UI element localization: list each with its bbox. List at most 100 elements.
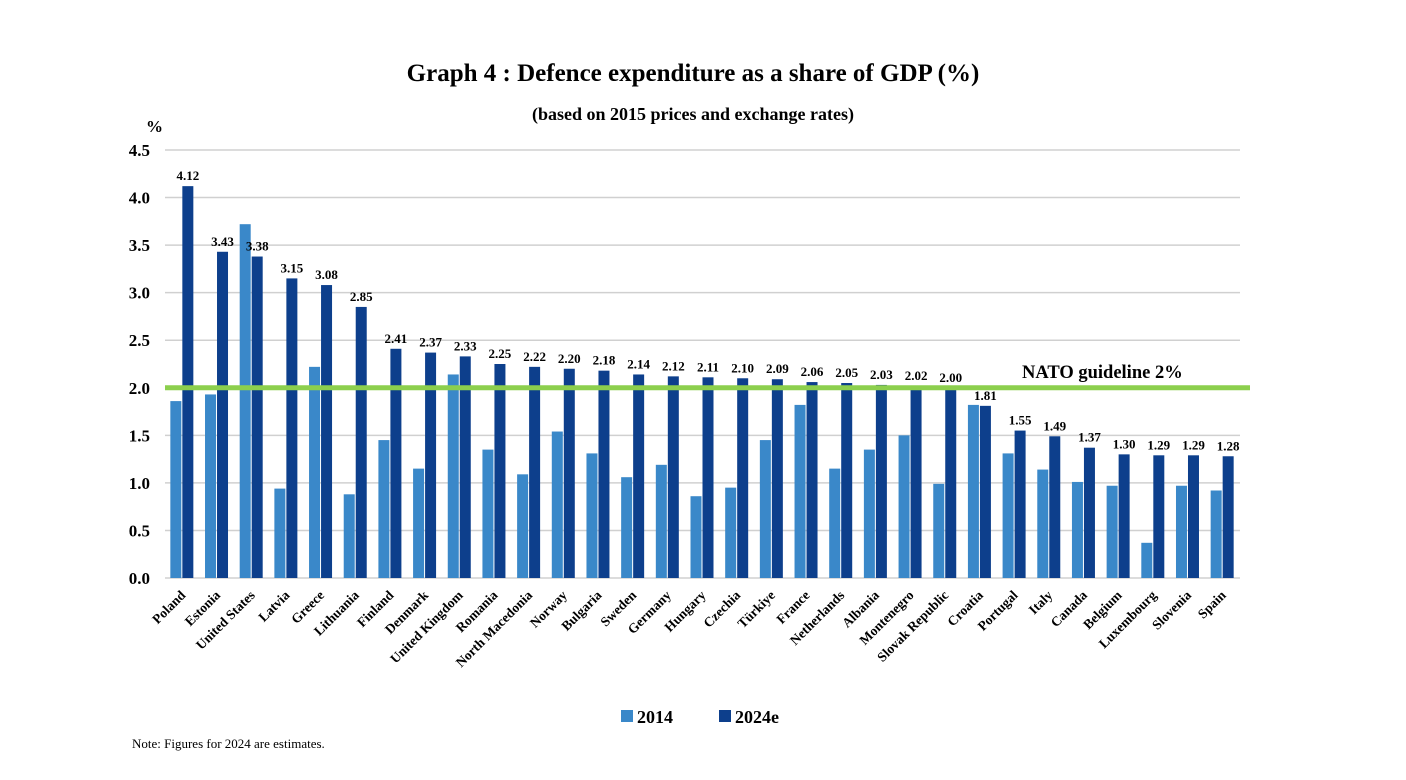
data-label: 1.55	[1009, 413, 1032, 428]
data-label: 1.49	[1043, 418, 1066, 433]
x-tick-label: Latvia	[255, 587, 292, 624]
data-label: 2.33	[454, 338, 477, 353]
bar-2014	[274, 488, 286, 578]
x-tick-label: Spain	[1195, 587, 1229, 621]
data-label: 1.29	[1147, 437, 1170, 452]
bar-2024e	[771, 379, 783, 578]
bar-2014	[205, 394, 217, 578]
bar-2014	[1210, 490, 1222, 578]
bar-2024e	[217, 251, 229, 578]
data-label: 2.06	[801, 364, 824, 379]
x-tick-label: Slovenia	[1149, 587, 1194, 632]
bar-2024e	[1049, 436, 1061, 578]
y-tick-label: 0.5	[129, 521, 150, 540]
bar-2024e	[182, 186, 194, 579]
bar-2024e	[286, 278, 298, 578]
bar-2014	[378, 440, 390, 578]
data-label: 2.14	[627, 356, 650, 371]
bar-2024e	[390, 348, 402, 578]
bar-2024e	[355, 306, 367, 578]
bar-2024e	[494, 364, 506, 578]
bar-2024e	[633, 374, 645, 578]
data-label: 2.10	[731, 360, 754, 375]
chart-title: Graph 4 : Defence expenditure as a share…	[406, 60, 980, 87]
data-label: 2.41	[385, 331, 408, 346]
data-label: 2.37	[419, 335, 442, 350]
bar-2014	[309, 366, 321, 578]
y-tick-label: 2.5	[129, 331, 150, 350]
bar-2024e	[251, 256, 263, 578]
bar-2024e	[598, 370, 610, 578]
bar-2014	[413, 468, 425, 578]
data-label: 1.81	[974, 388, 997, 403]
data-label: 2.05	[835, 365, 858, 380]
bar-2014	[551, 431, 563, 578]
data-label: 2.02	[905, 368, 928, 383]
y-tick-label: 4.0	[129, 189, 150, 208]
bar-2014	[170, 401, 182, 578]
data-label: 2.18	[593, 353, 616, 368]
bar-2014	[863, 449, 875, 578]
bar-2024e	[1153, 455, 1165, 578]
bar-2024e	[945, 387, 957, 578]
bar-2024e	[702, 377, 714, 578]
data-label: 2.00	[939, 370, 962, 385]
bar-2014	[343, 494, 355, 578]
bar-2024e	[737, 378, 749, 578]
data-label: 1.30	[1113, 436, 1136, 451]
bar-2014	[1002, 453, 1014, 578]
bar-2014	[898, 435, 910, 578]
bar-2024e	[1014, 430, 1026, 578]
bar-2014	[655, 464, 667, 578]
legend-swatch-2014	[621, 710, 633, 722]
data-label: 2.22	[523, 349, 546, 364]
data-label: 2.03	[870, 367, 893, 382]
bar-2014	[1141, 542, 1153, 578]
bar-2024e	[563, 368, 575, 578]
legend-swatch-2024e	[719, 710, 731, 722]
bar-2024e	[806, 382, 818, 578]
data-label: 1.37	[1078, 430, 1101, 445]
bar-2014	[239, 224, 251, 579]
bar-2024e	[459, 356, 471, 578]
bar-2014	[1106, 485, 1118, 578]
bar-2014	[517, 474, 529, 578]
y-tick-label: 4.5	[129, 141, 150, 160]
y-tick-label: 2.0	[129, 379, 150, 398]
bar-2024e	[841, 383, 853, 578]
y-tick-label: 3.5	[129, 236, 150, 255]
footnote: Note: Figures for 2024 are estimates.	[132, 736, 325, 751]
bar-2014	[759, 440, 771, 578]
data-label: 3.43	[211, 234, 234, 249]
bar-2014	[690, 496, 702, 578]
bar-2014	[586, 453, 598, 578]
data-label: 1.28	[1217, 438, 1240, 453]
bar-2024e	[1187, 455, 1199, 578]
bar-2024e	[1083, 447, 1095, 578]
data-label: 3.15	[280, 260, 303, 275]
y-tick-label: 0.0	[129, 569, 150, 588]
bar-2014	[482, 449, 494, 578]
chart-subtitle: (based on 2015 prices and exchange rates…	[532, 104, 854, 124]
x-tick-label: Italy	[1026, 587, 1056, 617]
bar-2014	[967, 404, 979, 578]
bar-2014	[933, 483, 945, 578]
bar-2014	[1037, 469, 1049, 578]
bar-2014	[1071, 481, 1083, 578]
bar-2024e	[1222, 456, 1234, 578]
data-label: 1.29	[1182, 437, 1205, 452]
data-label: 2.09	[766, 361, 789, 376]
bar-2014	[829, 468, 841, 578]
bar-2024e	[875, 384, 887, 578]
bar-2024e	[1118, 454, 1130, 578]
bar-2014	[725, 487, 737, 578]
data-label: 2.11	[697, 359, 719, 374]
data-label: 3.08	[315, 267, 338, 282]
bar-2024e	[979, 405, 991, 578]
legend-label: 2014	[637, 707, 673, 727]
data-label: 2.12	[662, 358, 685, 373]
bar-2014	[447, 374, 459, 578]
nato-guideline-label: NATO guideline 2%	[1022, 363, 1183, 383]
bar-2014	[621, 477, 633, 578]
